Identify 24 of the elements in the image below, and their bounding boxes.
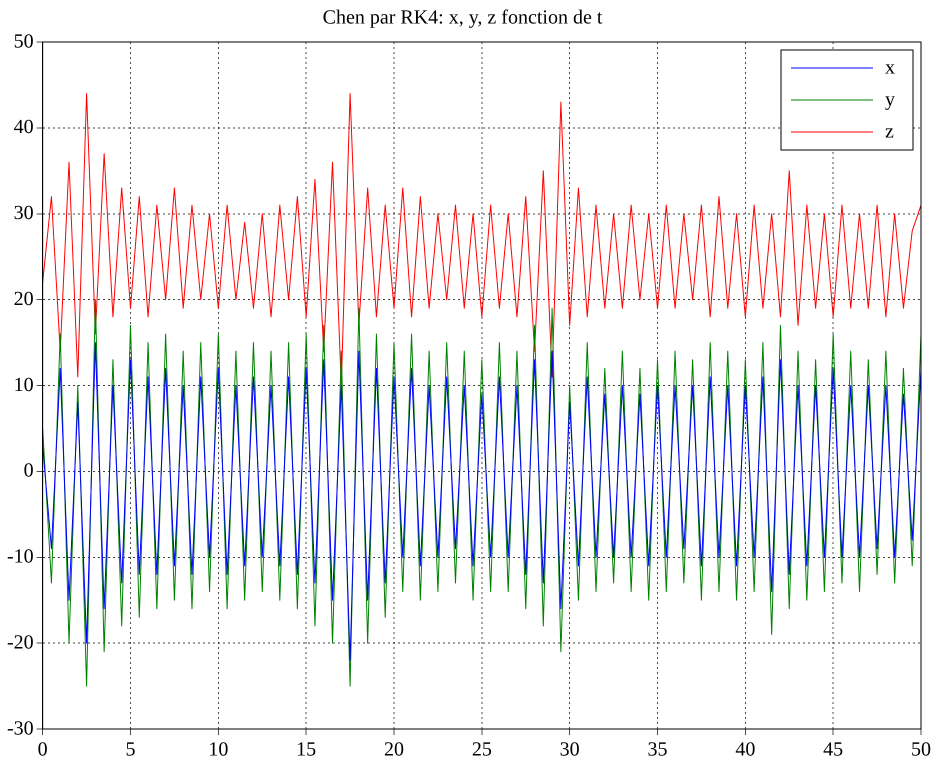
y-tick-label: 0 <box>24 460 34 482</box>
y-tick-label: -30 <box>6 717 34 740</box>
x-tick-label: 25 <box>472 738 492 760</box>
x-tick-label: 45 <box>823 738 844 760</box>
x-tick-label: 15 <box>296 738 316 760</box>
x-tick-label: 50 <box>911 738 931 760</box>
y-tick-label: 30 <box>14 202 34 224</box>
chart-title: Chen par RK4: x, y, z fonction de t <box>322 6 603 28</box>
y-tick-label: -10 <box>6 546 34 568</box>
x-tick-label: 5 <box>125 738 136 760</box>
legend-label: x <box>885 56 895 78</box>
y-tick-label: -20 <box>6 631 34 654</box>
legend-label: y <box>885 88 895 110</box>
x-tick-label: 30 <box>560 738 580 760</box>
x-tick-label: 35 <box>648 738 668 760</box>
x-tick-label: 0 <box>38 738 48 760</box>
y-tick-label: 40 <box>14 116 34 138</box>
y-tick-label: 50 <box>14 30 34 52</box>
x-tick-label: 20 <box>384 738 404 760</box>
x-tick-label: 10 <box>208 738 228 760</box>
legend-label: z <box>885 120 894 142</box>
x-tick-label: 40 <box>735 738 756 760</box>
y-tick-label: 20 <box>14 288 34 310</box>
y-tick-label: 10 <box>14 374 34 396</box>
